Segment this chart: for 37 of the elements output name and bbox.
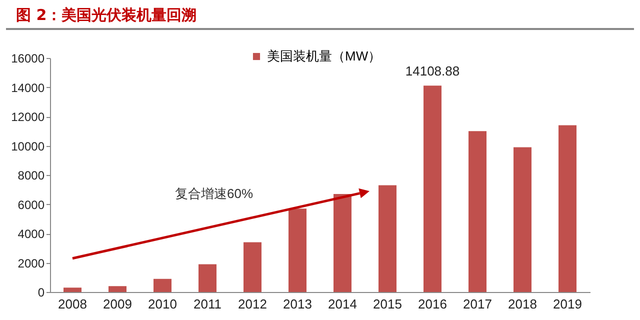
bar [558, 125, 576, 292]
x-tick-label: 2018 [508, 296, 537, 312]
bar [514, 147, 532, 292]
bar [64, 288, 82, 292]
data-label: 14108.88 [405, 64, 460, 79]
x-tick-label: 2010 [148, 296, 177, 312]
y-tick-label: 0 [38, 286, 45, 300]
y-tick-label: 16000 [11, 52, 45, 66]
y-tick-label: 10000 [11, 139, 45, 154]
bar [108, 286, 126, 292]
x-tick-label: 2013 [283, 296, 312, 312]
bar [154, 278, 172, 292]
y-tick-label: 8000 [18, 168, 45, 182]
bar [244, 242, 262, 292]
y-tick-label: 6000 [18, 198, 45, 212]
y-tick-label: 14000 [11, 80, 45, 95]
x-tick-label: 2009 [103, 296, 132, 312]
x-tick-label: 2011 [194, 296, 222, 312]
y-tick-label: 2000 [18, 256, 45, 270]
annotation: 复合增速60% [175, 186, 254, 201]
bar [288, 208, 306, 292]
x-tick-label: 2017 [463, 296, 492, 312]
x-tick-label: 2012 [238, 296, 267, 312]
y-tick-label: 12000 [11, 110, 45, 124]
x-tick-label: 2014 [328, 296, 357, 312]
x-tick-label: 2008 [58, 296, 87, 312]
x-tick-label: 2015 [373, 296, 402, 312]
bar [198, 264, 216, 292]
x-tick-label: 2016 [418, 296, 447, 312]
bar [378, 185, 396, 292]
legend-label: 美国装机量（MW） [267, 48, 382, 64]
chart-title: 图 2：美国光伏装机量回溯 [6, 0, 634, 30]
y-tick-label: 4000 [18, 227, 45, 241]
bar [334, 194, 352, 292]
x-tick-label: 2019 [553, 296, 582, 312]
bar [424, 86, 442, 292]
bar [468, 131, 486, 292]
